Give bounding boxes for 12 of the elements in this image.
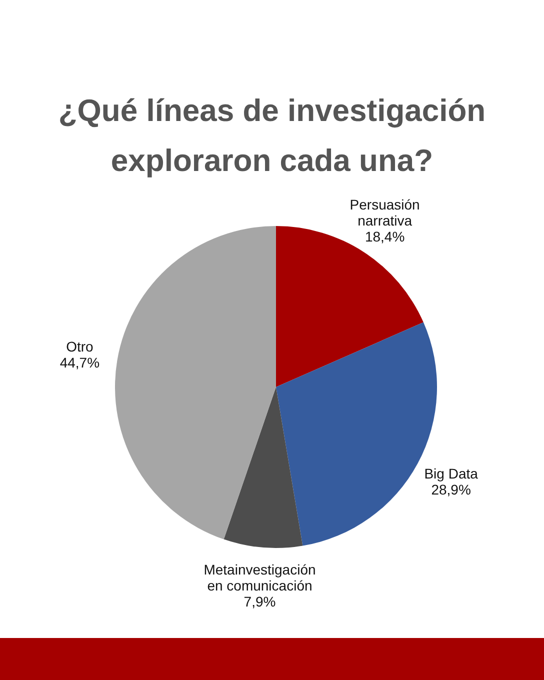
data-label: 28,9% [431,482,471,498]
slice-label: Otro [66,338,94,354]
slice-label: Metainvestigación en comunicación [204,561,316,594]
data-label: 18,4% [364,228,405,244]
pie-slice [276,226,424,387]
pie-slice [115,226,276,540]
data-label: 7,9% [244,593,276,610]
data-label: 44,7% [60,354,100,370]
pie-slice [224,387,303,548]
slice-label: Big Data [424,466,478,482]
slice-label: Persuasión narrativa [350,196,420,228]
chart-title: ¿Qué líneas de investigación exploraron cada una? [57,92,487,180]
